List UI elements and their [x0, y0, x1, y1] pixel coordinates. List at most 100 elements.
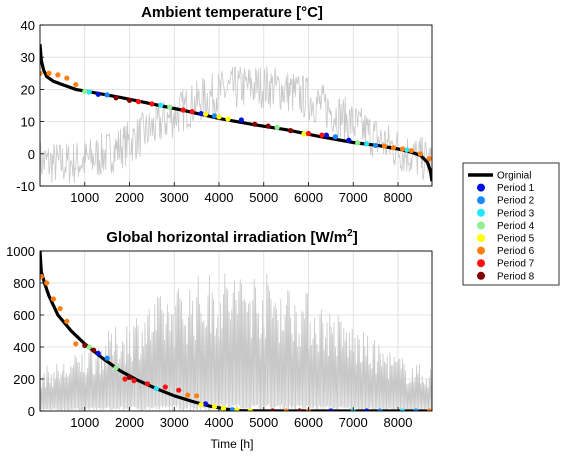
- series-period-6-point: [426, 408, 432, 411]
- series-period-4-point: [355, 140, 361, 146]
- series-period-5-point: [220, 405, 227, 411]
- series-period-6-point: [73, 341, 79, 347]
- series-period-7-point: [176, 387, 182, 393]
- series-period-4-point: [82, 88, 88, 94]
- y-tick-label: 40: [21, 18, 35, 33]
- series-period-6-point: [426, 156, 432, 162]
- legend-label: Period 3: [497, 208, 535, 219]
- y-tick-label: 400: [13, 340, 35, 355]
- series-period-8: [113, 95, 294, 134]
- x-tick-label: 3000: [160, 415, 189, 430]
- irradiation-subplot: Global horizontal irradiation [W/m2] Tim…: [6, 228, 433, 451]
- series-period-6-point: [194, 393, 200, 399]
- legend-label: Period 8: [497, 271, 535, 282]
- legend-label: Period 5: [497, 234, 535, 245]
- plot-content: [40, 44, 432, 184]
- y-tick-label: 0: [28, 404, 35, 419]
- chronological-trace: [40, 273, 432, 411]
- legend-label: Orginial: [497, 171, 531, 182]
- legend-swatch-period-3: [477, 208, 485, 217]
- series-period-6-point: [417, 151, 423, 157]
- y-tick-label: 800: [13, 276, 35, 291]
- series-period-1: [95, 91, 352, 143]
- series-period-2: [104, 355, 419, 411]
- series-period-6-point: [44, 280, 50, 286]
- series-period-2-point: [211, 113, 218, 119]
- series-period-3-point: [399, 408, 406, 411]
- series-period-6-point: [185, 392, 191, 398]
- series-period-6-point: [73, 81, 79, 88]
- series-period-8-point: [113, 95, 119, 101]
- series-period-6-point: [64, 318, 70, 324]
- axes-frame: [39, 250, 433, 412]
- series-period-2-point: [229, 407, 236, 411]
- series-period-2-point: [104, 92, 110, 98]
- series-period-1-point: [238, 117, 244, 123]
- x-tick-label: 7000: [339, 190, 368, 205]
- series-period-6-point: [390, 145, 397, 151]
- series-period-1-point: [95, 350, 101, 356]
- series-period-4-point: [167, 104, 173, 110]
- series-period-8-point: [126, 97, 133, 103]
- series-period-5-point: [234, 407, 240, 411]
- x-tick-label: 6000: [294, 415, 323, 430]
- temperature-subplot: Ambient temperature [°C] 1000 2000 3000 400…: [16, 4, 433, 205]
- series-period-7: [122, 376, 182, 393]
- legend-swatch-period-5: [477, 234, 485, 242]
- series-period-1-point: [328, 408, 334, 411]
- legend-swatch-period-8: [477, 271, 485, 280]
- x-tick-label: 5000: [249, 190, 278, 205]
- series-period-5: [202, 111, 307, 137]
- y-tick-label: 600: [13, 308, 35, 323]
- series-period-4: [82, 88, 361, 146]
- x-tick-label: 2000: [115, 415, 144, 430]
- series-period-5-point: [216, 114, 222, 120]
- series-period-4-point: [86, 344, 92, 350]
- series-period-6-point: [408, 147, 415, 154]
- series-period-1-point: [95, 91, 101, 97]
- series-period-1-point: [198, 110, 204, 117]
- irradiation-title-main: Global horizontal irradiation [W/m: [106, 229, 347, 246]
- series-period-8-point: [287, 128, 294, 134]
- series-period-1-point: [202, 401, 209, 407]
- x-tick-label: 8000: [384, 415, 413, 430]
- legend-label: Period 2: [497, 196, 535, 207]
- x-tick-label: 4000: [205, 415, 234, 430]
- series-period-7-point: [180, 107, 186, 113]
- series-period-8: [82, 342, 303, 411]
- series-period-5-point: [225, 116, 231, 122]
- series-period-3-point: [158, 102, 164, 108]
- y-tick-label: 20: [21, 82, 35, 97]
- series-period-5-point: [211, 403, 218, 410]
- irradiation-title-sup: 2: [347, 228, 353, 239]
- series-period-6-point: [55, 72, 61, 78]
- series-period-2-point: [332, 134, 338, 140]
- legend-label: Period 4: [497, 221, 535, 232]
- series-period-6-point: [40, 70, 43, 76]
- legend-swatch-period-2: [477, 196, 485, 205]
- series-period-8-point: [296, 408, 303, 411]
- legend-swatch-period-7: [477, 259, 485, 268]
- series-period-7-point: [135, 99, 142, 105]
- legend-swatch-period-6: [477, 246, 485, 255]
- series-period-6-point: [46, 70, 52, 76]
- axes-frame: [39, 24, 433, 187]
- series-period-4-point: [274, 124, 280, 130]
- y-tick-label: 1000: [6, 244, 35, 259]
- series-period-6-point: [50, 296, 57, 302]
- chronological-trace: [40, 65, 432, 184]
- y-tick-label: 30: [21, 50, 35, 65]
- series-period-1-point: [364, 408, 370, 411]
- series-period-5-point: [202, 111, 209, 117]
- series-period-6-point: [40, 274, 44, 280]
- series-period-7-point: [131, 378, 137, 384]
- series-period-3-point: [153, 386, 159, 392]
- legend-label: Period 1: [497, 183, 535, 194]
- x-tick-label: 1000: [70, 190, 99, 205]
- series-period-3-point: [364, 141, 370, 147]
- series-period-7-point: [149, 101, 155, 107]
- y-tick-label: 200: [13, 372, 35, 387]
- series-period-5-point: [198, 402, 204, 408]
